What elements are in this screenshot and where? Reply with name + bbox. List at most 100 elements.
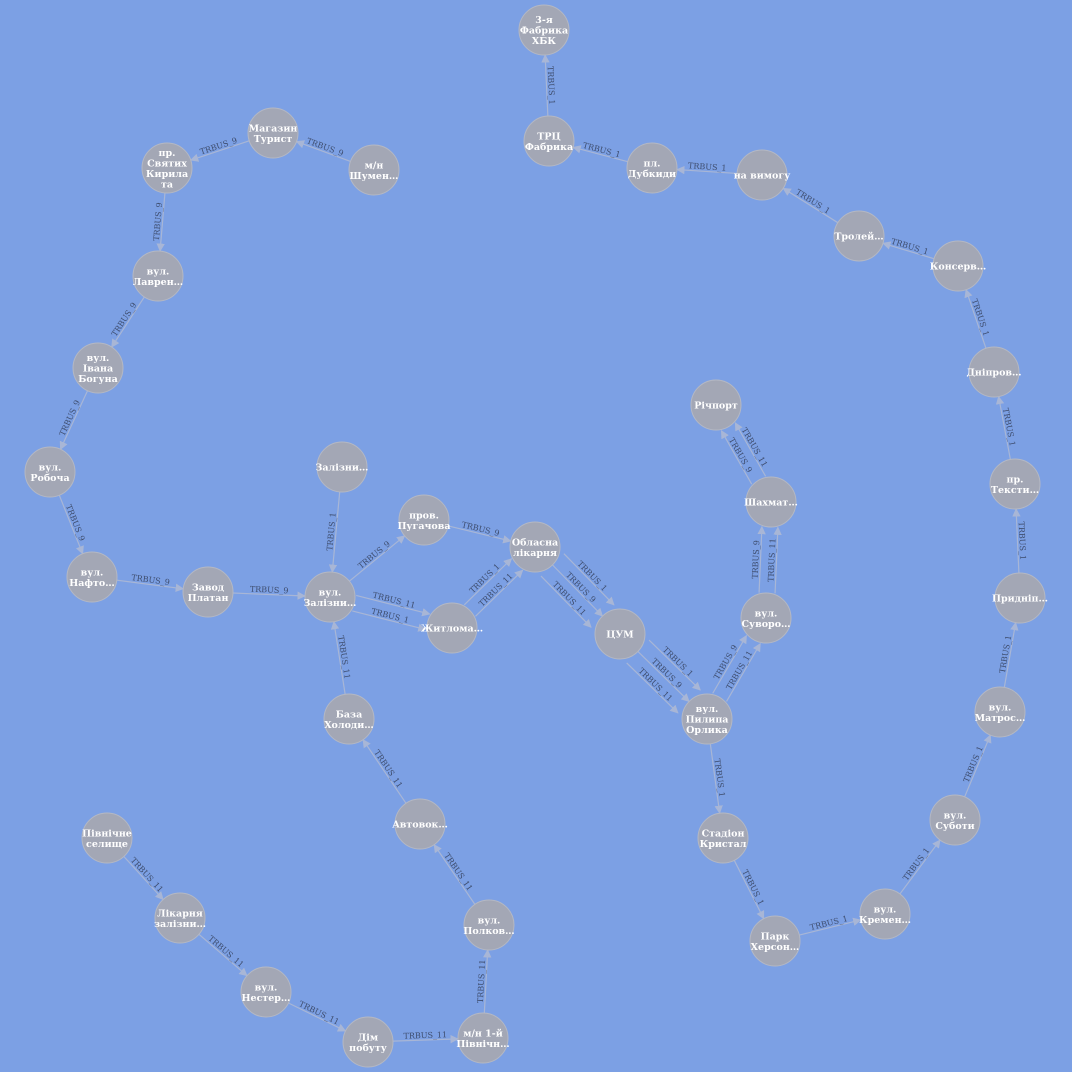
- stop-node-circle[interactable]: [994, 572, 1046, 624]
- stop-node-circle[interactable]: [932, 240, 984, 292]
- stop-node-circle[interactable]: [690, 379, 742, 431]
- stop-node-label: вул.: [81, 567, 104, 578]
- stop-node[interactable]: пр.Тексти…: [989, 458, 1041, 510]
- stop-node-circle[interactable]: [740, 592, 792, 644]
- stop-node-circle[interactable]: [342, 1016, 394, 1068]
- stop-node-label: Придніп…: [992, 594, 1048, 605]
- stop-node-circle[interactable]: [523, 115, 575, 167]
- stop-node-circle[interactable]: [681, 693, 733, 745]
- stop-node-circle[interactable]: [736, 149, 788, 201]
- stop-node-circle[interactable]: [426, 602, 478, 654]
- edge-label: TRBUS_1: [688, 161, 727, 172]
- stop-node-circle[interactable]: [72, 342, 124, 394]
- stop-node[interactable]: Житлома…: [421, 602, 483, 654]
- stop-node-circle[interactable]: [348, 144, 400, 196]
- stop-node[interactable]: ЦУМ: [594, 608, 646, 660]
- stop-node[interactable]: Шахмат…: [744, 476, 798, 528]
- stop-node-circle[interactable]: [394, 798, 446, 850]
- stop-node-circle[interactable]: [626, 142, 678, 194]
- stop-node[interactable]: Лікарнязалізни…: [154, 892, 206, 944]
- stop-node[interactable]: Придніп…: [992, 572, 1048, 624]
- stop-node-circle[interactable]: [463, 899, 515, 951]
- stop-node[interactable]: вул.Лаврен…: [132, 250, 184, 302]
- stop-node[interactable]: ПаркХерсон…: [749, 915, 801, 967]
- stop-node-circle[interactable]: [24, 446, 76, 498]
- stop-node[interactable]: БазаХолоди…: [323, 693, 375, 745]
- stop-node-circle[interactable]: [509, 521, 561, 573]
- stop-node[interactable]: вул.Залізни…: [304, 571, 357, 623]
- stop-node-label: Житлома…: [421, 624, 483, 635]
- stop-node-circle[interactable]: [141, 142, 193, 194]
- stop-node[interactable]: пров.Пугачова: [397, 494, 451, 546]
- stop-node-circle[interactable]: [182, 566, 234, 618]
- stop-node-circle[interactable]: [989, 458, 1041, 510]
- edge-line: [799, 917, 862, 936]
- edge-label: TRBUS_11: [336, 635, 352, 680]
- stop-node[interactable]: на вимогу: [734, 149, 791, 201]
- stop-node-circle[interactable]: [154, 892, 206, 944]
- stop-node-circle[interactable]: [132, 250, 184, 302]
- stop-node-circle[interactable]: [968, 346, 1020, 398]
- stop-node-circle[interactable]: [518, 4, 570, 56]
- stop-node-circle[interactable]: [457, 1012, 509, 1064]
- edge-label: TRBUS_1: [370, 607, 410, 625]
- stop-node[interactable]: Консерв…: [930, 240, 987, 292]
- stop-node-circle[interactable]: [929, 794, 981, 846]
- edge-line: [1012, 508, 1021, 574]
- stop-node[interactable]: м/н 1-йПівнічн…: [456, 1012, 510, 1064]
- stop-node[interactable]: Залізни…: [316, 441, 369, 493]
- stop-node-circle[interactable]: [81, 812, 133, 864]
- edge-label: TRBUS_1: [546, 66, 557, 105]
- edge: TRBUS_9: [152, 192, 166, 252]
- stop-node[interactable]: Річпорт: [690, 379, 742, 431]
- stop-node-label: Нестер…: [242, 993, 291, 1004]
- stop-node[interactable]: вул.Суворо…: [740, 592, 792, 644]
- stop-node[interactable]: вул.Полков…: [463, 899, 515, 951]
- stop-node[interactable]: вул.Матрос…: [974, 686, 1026, 738]
- stop-node-circle[interactable]: [833, 210, 885, 262]
- stop-node[interactable]: Дніпров…: [966, 346, 1022, 398]
- stop-node-circle[interactable]: [974, 686, 1026, 738]
- stop-node-label: ЦУМ: [606, 630, 634, 641]
- stop-node-label: Кирила: [146, 169, 188, 180]
- stop-node[interactable]: м/нШумен…: [348, 144, 400, 196]
- edge-line: [540, 575, 592, 628]
- edge-line: [773, 526, 782, 594]
- stop-node-circle[interactable]: [304, 571, 356, 623]
- stop-node[interactable]: вул.Робоча: [24, 446, 76, 498]
- stop-node-circle[interactable]: [240, 966, 292, 1018]
- edge-line: [295, 140, 351, 162]
- stop-node-label: вул.: [989, 702, 1012, 713]
- stop-node[interactable]: вул.Кремен…: [859, 888, 911, 940]
- stop-node-circle[interactable]: [66, 551, 118, 603]
- edge: TRBUS_11: [767, 526, 782, 594]
- stop-node-circle[interactable]: [247, 107, 299, 159]
- stop-node-circle[interactable]: [323, 693, 375, 745]
- stop-node-circle[interactable]: [316, 441, 368, 493]
- stop-node[interactable]: Автовок…: [392, 798, 448, 850]
- stop-node-circle[interactable]: [749, 915, 801, 967]
- stop-node-circle[interactable]: [697, 812, 749, 864]
- stop-node-circle[interactable]: [859, 888, 911, 940]
- stop-node-circle[interactable]: [745, 476, 797, 528]
- stop-node[interactable]: Тролей…: [833, 210, 885, 262]
- stop-node-circle[interactable]: [594, 608, 646, 660]
- stop-node-circle[interactable]: [398, 494, 450, 546]
- stop-node[interactable]: вул.Нафто…: [66, 551, 118, 603]
- stop-node[interactable]: вул.Суботи: [929, 794, 981, 846]
- stop-node-label: м/н 1-й: [463, 1028, 503, 1039]
- stop-node[interactable]: пл.Дубкиди: [626, 142, 678, 194]
- stop-node[interactable]: вул.Нестер…: [240, 966, 292, 1018]
- stop-node-label: Холоди…: [324, 720, 374, 731]
